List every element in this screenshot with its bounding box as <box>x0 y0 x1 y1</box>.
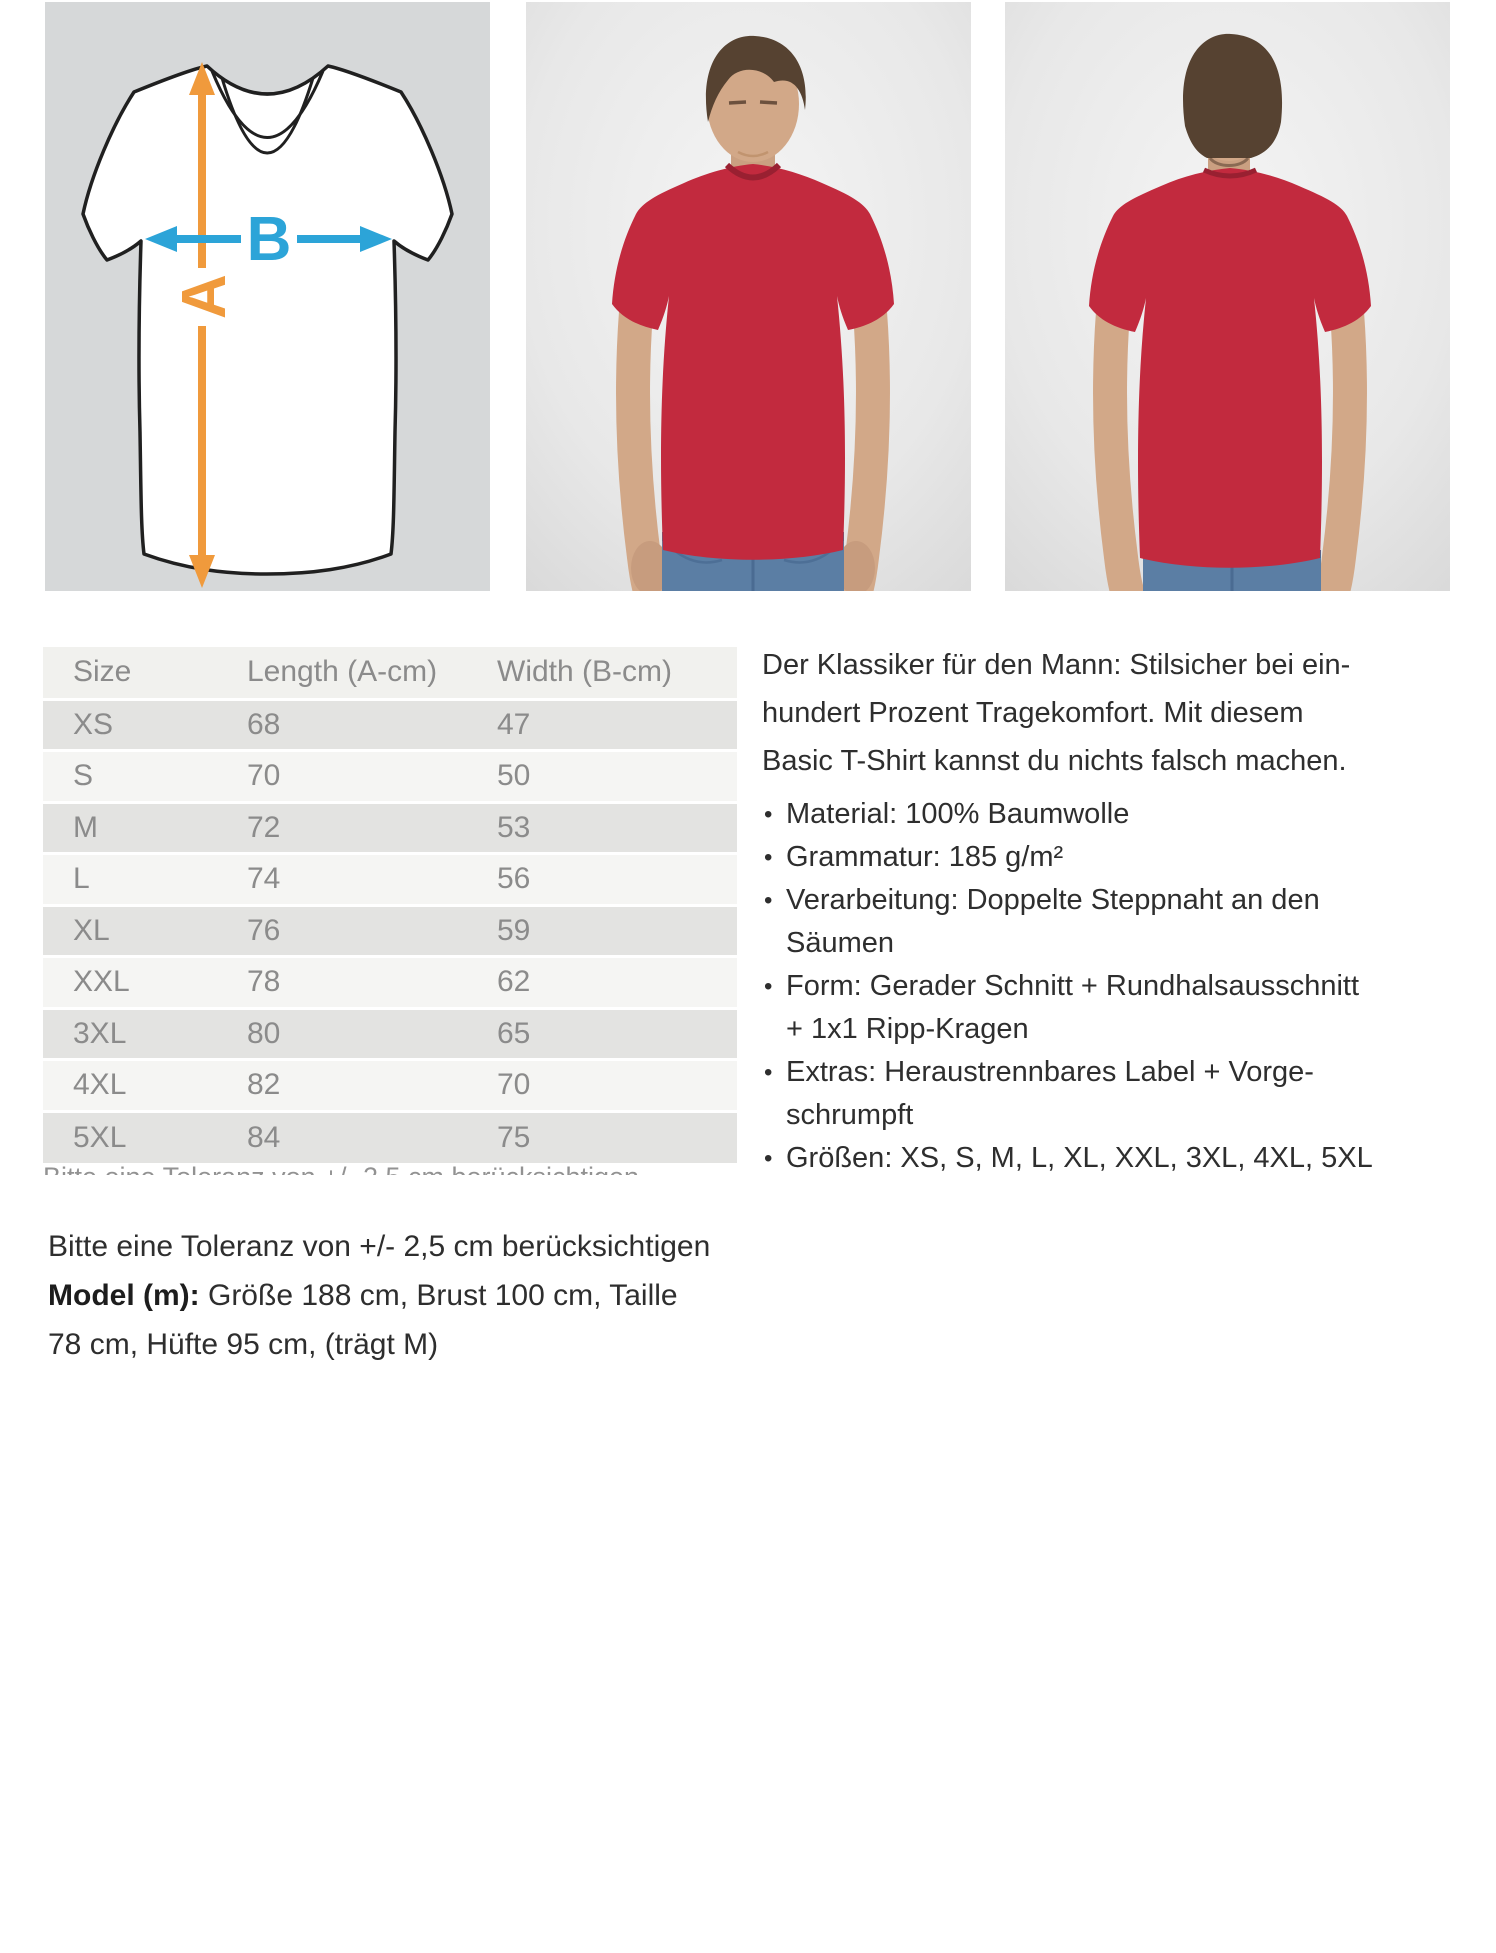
table-cell: 74 <box>247 862 281 896</box>
tshirt-measure-diagram: A B <box>45 2 490 591</box>
table-cell: L <box>73 862 90 896</box>
table-row: M 72 53 <box>43 802 737 854</box>
column-header: Length (A-cm) <box>247 655 438 689</box>
collar-inner-line <box>210 70 325 139</box>
table-cell: M <box>73 810 98 844</box>
size-table-body: XS 68 47 S 70 50 M 72 53 L 74 56 XL 76 59 XXL 78 62 3XL 80 6… <box>43 699 737 1163</box>
table-cell: XXL <box>73 965 130 999</box>
tshirt-outline <box>81 64 454 576</box>
table-cell: 65 <box>497 1016 531 1050</box>
feature-list: Material: 100% BaumwolleGrammatur: 185 g… <box>762 793 1462 1180</box>
table-row: L 74 56 <box>43 853 737 905</box>
feature-list-item: Form: Gerader Schnitt + Rundhalsausschni… <box>762 965 1462 1051</box>
table-cell: 82 <box>247 1068 281 1102</box>
model-hair <box>1183 33 1283 158</box>
model-note-label: Model (m): <box>48 1279 200 1312</box>
table-cell: 3XL <box>73 1016 127 1050</box>
model-front-photo <box>526 2 971 591</box>
table-cell: 80 <box>247 1016 281 1050</box>
tshirt-front <box>612 164 894 560</box>
model-left-hand <box>631 541 669 591</box>
width-arrow: B <box>145 205 392 274</box>
model-face <box>728 100 778 105</box>
model-front-figure <box>526 2 971 591</box>
table-row: 4XL 82 70 <box>43 1059 737 1111</box>
model-back-photo <box>1005 2 1450 591</box>
table-row: XXL 78 62 <box>43 956 737 1008</box>
table-row: XS 68 47 <box>43 699 737 751</box>
table-cell: 75 <box>497 1120 531 1154</box>
table-row: S 70 50 <box>43 750 737 802</box>
size-diagram-image: A B <box>45 2 490 591</box>
table-cell: 70 <box>497 1068 531 1102</box>
table-cell: XS <box>73 707 114 741</box>
table-cell: 50 <box>497 759 531 793</box>
table-row: XL 76 59 <box>43 905 737 957</box>
tolerance-note: Bitte eine Toleranz von +/- 2,5 cm berüc… <box>48 1230 711 1263</box>
table-row: 3XL 80 65 <box>43 1008 737 1060</box>
hair-nape-line <box>1208 156 1250 167</box>
model-note-details: Größe 188 cm, Brust 100 cm, Taille 78 cm… <box>48 1279 678 1361</box>
tshirt-collar <box>1202 167 1258 179</box>
size-table: Size Length (A-cm) Width (B-cm) XS 68 47 S 70 5… <box>43 647 737 1163</box>
table-cell: 47 <box>497 707 531 741</box>
cutoff-text-sliver: Bitte eine Toleranz von +/- 2,5 cm berüc… <box>43 1166 737 1175</box>
measurement-notes: Bitte eine Toleranz von +/- 2,5 cm berüc… <box>48 1222 808 1369</box>
table-cell: 78 <box>247 965 281 999</box>
table-cell: 4XL <box>73 1068 127 1102</box>
tshirt-collar <box>724 162 782 181</box>
table-cell: 84 <box>247 1120 281 1154</box>
model-right-hand <box>837 541 875 591</box>
feature-list-item: Grammatur: 185 g/m² <box>762 836 1462 879</box>
model-hair <box>705 35 806 122</box>
table-cell: 76 <box>247 913 281 947</box>
feature-list-item: Extras: Heraustrennbares Label + Vorge- … <box>762 1051 1462 1137</box>
column-header: Width (B-cm) <box>497 655 672 689</box>
size-table-header-row: Size Length (A-cm) Width (B-cm) <box>43 647 737 699</box>
feature-list-item: Größen: XS, S, M, L, XL, XXL, 3XL, 4XL, … <box>762 1137 1462 1180</box>
table-cell: XL <box>73 913 110 947</box>
feature-list-item: Material: 100% Baumwolle <box>762 793 1462 836</box>
table-cell: 53 <box>497 810 531 844</box>
table-cell: 5XL <box>73 1120 127 1154</box>
model-right-arm <box>1316 295 1368 591</box>
model-left-arm <box>1092 295 1144 591</box>
description-intro: Der Klassiker für den Mann: Stilsicher b… <box>762 649 1351 777</box>
table-cell: 59 <box>497 913 531 947</box>
table-cell: 68 <box>247 707 281 741</box>
tshirt-back <box>1089 168 1371 568</box>
product-description: Der Klassiker für den Mann: Stilsicher b… <box>762 641 1462 1180</box>
table-cell: 70 <box>247 759 281 793</box>
column-header: Size <box>73 655 132 689</box>
model-note: Model (m): Größe 188 cm, Brust 100 cm, T… <box>48 1271 808 1369</box>
width-label: B <box>247 205 292 274</box>
cutoff-text: Bitte eine Toleranz von +/- 2,5 cm berüc… <box>43 1166 737 1175</box>
model-chin-shadow <box>737 150 769 158</box>
table-row: 5XL 84 75 <box>43 1111 737 1163</box>
table-cell: 72 <box>247 810 281 844</box>
table-cell: S <box>73 759 94 793</box>
model-back-figure <box>1005 2 1450 591</box>
collar-rib-line <box>220 77 315 155</box>
feature-list-item: Verarbeitung: Doppelte Steppnaht an den … <box>762 879 1462 965</box>
table-cell: 56 <box>497 862 531 896</box>
length-label: A <box>170 274 239 319</box>
table-cell: 62 <box>497 965 531 999</box>
